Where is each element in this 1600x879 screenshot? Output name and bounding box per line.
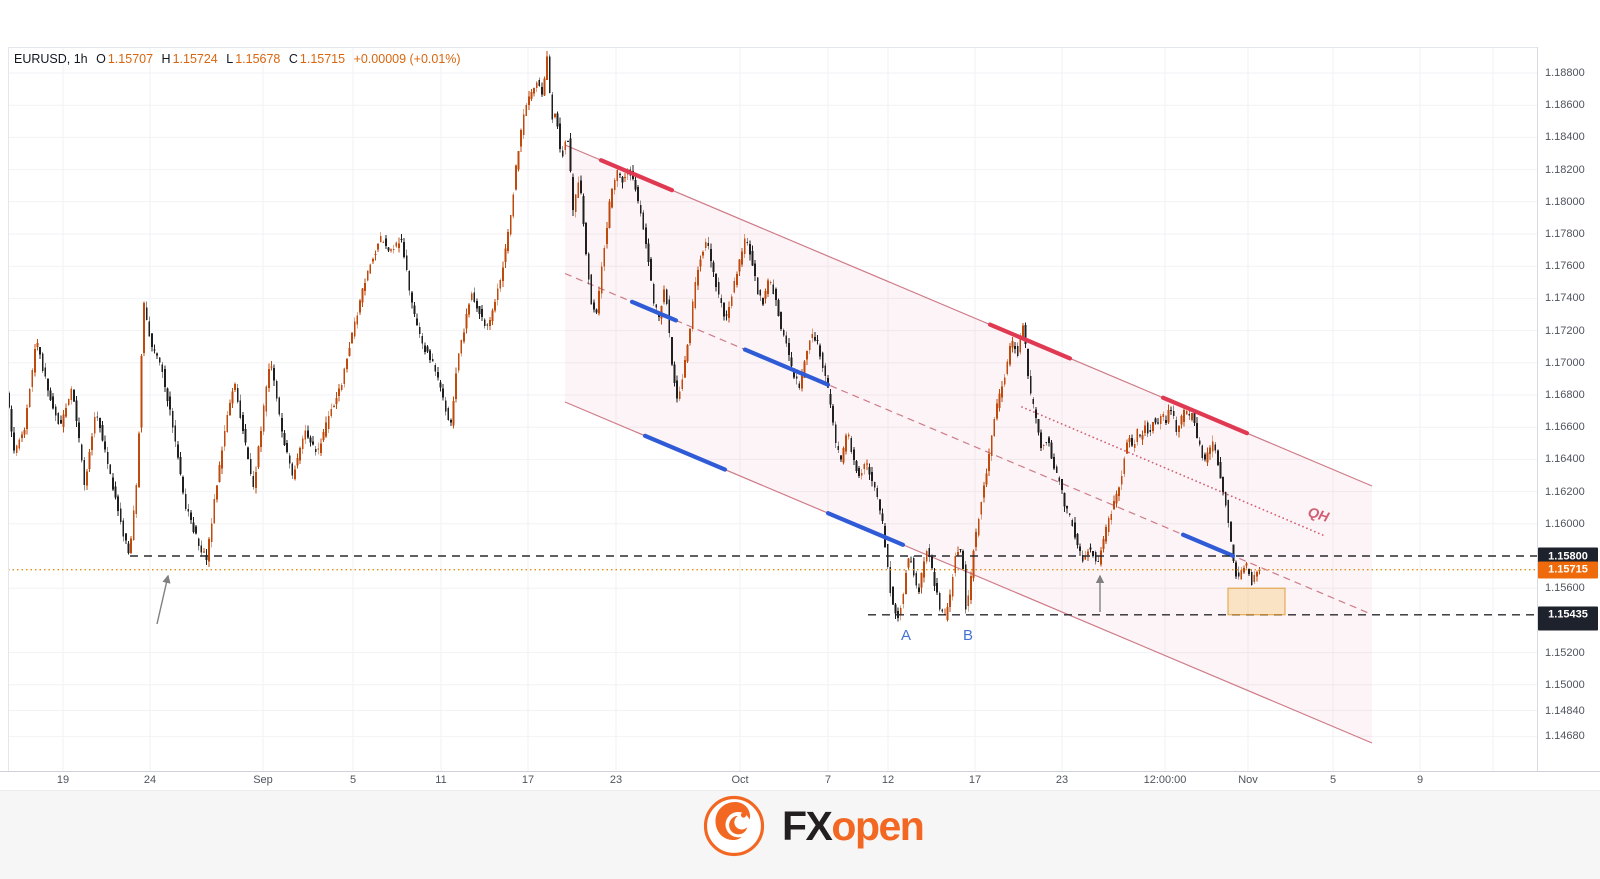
open-value: 1.15707 — [107, 52, 154, 66]
time-axis-label: 11 — [435, 774, 447, 786]
time-axis-label: 5 — [1329, 774, 1337, 786]
blue-touch-segment[interactable] — [642, 433, 728, 472]
price-axis-label: 1.14840 — [1545, 704, 1585, 717]
price-axis-label: 1.18400 — [1545, 131, 1585, 144]
pane-top-border — [8, 47, 1600, 48]
price-axis-separator — [1537, 47, 1538, 789]
time-axis-label: 7 — [824, 774, 832, 786]
price-axis-label: 1.16600 — [1545, 421, 1585, 434]
brand-band: FXopen — [0, 790, 1600, 879]
price-axis-label: 1.18000 — [1545, 195, 1585, 208]
brand-fx: FX — [782, 803, 833, 849]
price-axis-label: 1.16400 — [1545, 453, 1585, 466]
time-axis-label: Sep — [253, 774, 273, 786]
time-axis-label: Nov — [1238, 774, 1258, 786]
price-axis-label: 1.16000 — [1545, 517, 1585, 530]
blue-touch-segment[interactable] — [629, 299, 679, 323]
change-value: +0.00009 (+0.01%) — [353, 52, 461, 66]
candlestick-series — [8, 50, 1261, 622]
price-axis-label: 1.16800 — [1545, 389, 1585, 401]
high-value: 1.15724 — [172, 52, 218, 66]
time-axis-label: 9 — [1416, 774, 1424, 786]
swing-point-label-b[interactable]: B — [963, 627, 973, 644]
chart-pane[interactable]: A B QH — [8, 47, 1537, 771]
descending-channel[interactable] — [564, 144, 1373, 744]
time-axis-label: 12:00:00 — [1143, 774, 1187, 786]
time-axis-label: 17 — [968, 774, 982, 786]
qh-label[interactable]: QH — [1306, 504, 1332, 526]
channel-mid-line[interactable] — [564, 272, 1373, 616]
time-axis-label: 19 — [56, 774, 70, 786]
red-touch-segment[interactable] — [987, 322, 1073, 361]
price-axis-label: 1.17000 — [1545, 356, 1585, 369]
close-label: C — [288, 52, 298, 66]
level-price-badge: 1.15800 — [1538, 547, 1598, 565]
blue-touch-segment[interactable] — [742, 347, 831, 387]
time-axis-label: Oct — [731, 774, 749, 786]
blue-touch-segment[interactable] — [825, 511, 906, 547]
level-price-badge: 1.15435 — [1538, 606, 1598, 624]
price-axis-label: 1.18600 — [1545, 99, 1585, 112]
price-axis-label: 1.17800 — [1545, 228, 1585, 240]
price-axis-label: 1.14680 — [1545, 730, 1585, 743]
time-axis-label: 24 — [143, 774, 157, 786]
price-axis-label: 1.17400 — [1545, 292, 1585, 305]
time-axis-label: 5 — [349, 774, 357, 786]
time-axis-separator — [0, 771, 1600, 772]
price-axis-label: 1.18200 — [1545, 163, 1585, 176]
price-axis-label: 1.17200 — [1545, 324, 1585, 337]
qh-dotted-line[interactable] — [1021, 406, 1326, 537]
time-axis-label: 17 — [521, 774, 535, 786]
price-axis-label: 1.15600 — [1545, 582, 1585, 595]
fxopen-dragon-icon — [703, 795, 765, 857]
price-axis-label: 1.15000 — [1545, 678, 1585, 691]
close-value: 1.15715 — [299, 52, 346, 66]
swing-point-label-a[interactable]: A — [901, 627, 911, 644]
up-arrow-annotation[interactable] — [156, 574, 171, 625]
low-label: L — [226, 52, 234, 66]
red-touch-segment[interactable] — [598, 158, 675, 193]
high-label: H — [161, 52, 171, 66]
red-touch-segment[interactable] — [1160, 395, 1250, 436]
fxopen-wordmark: FXopen — [782, 795, 925, 857]
low-value: 1.15678 — [235, 52, 281, 66]
current-price-badge: 1.15715 — [1538, 561, 1598, 579]
price-axis-label: 1.17600 — [1545, 260, 1585, 273]
price-axis-label: 1.15200 — [1545, 646, 1585, 659]
symbol-timeframe: EURUSD, 1h — [14, 52, 88, 66]
blue-touch-segment[interactable] — [1180, 532, 1236, 558]
price-axis-label: 1.18800 — [1545, 67, 1585, 79]
time-axis-label: 23 — [609, 774, 623, 786]
demand-zone-box[interactable] — [1227, 587, 1286, 616]
time-axis-label: 12 — [881, 774, 895, 786]
brand-open: open — [831, 803, 924, 849]
price-axis-label: 1.16200 — [1545, 485, 1585, 498]
time-axis[interactable]: 19 24 Sep 5 11 17 23 Oct 7 12 17 23 12:00:00 Nov 5 9 — [0, 772, 1600, 790]
hidden-price-badge — [1538, 621, 1598, 631]
price-axis[interactable]: 1.18800 1.18600 1.18400 1.18200 1.18000 1.178… — [1538, 47, 1600, 771]
open-label: O — [96, 52, 106, 66]
time-axis-label: 23 — [1055, 774, 1069, 786]
fxopen-logo: FXopen — [702, 794, 925, 858]
pane-left-border — [8, 47, 9, 771]
